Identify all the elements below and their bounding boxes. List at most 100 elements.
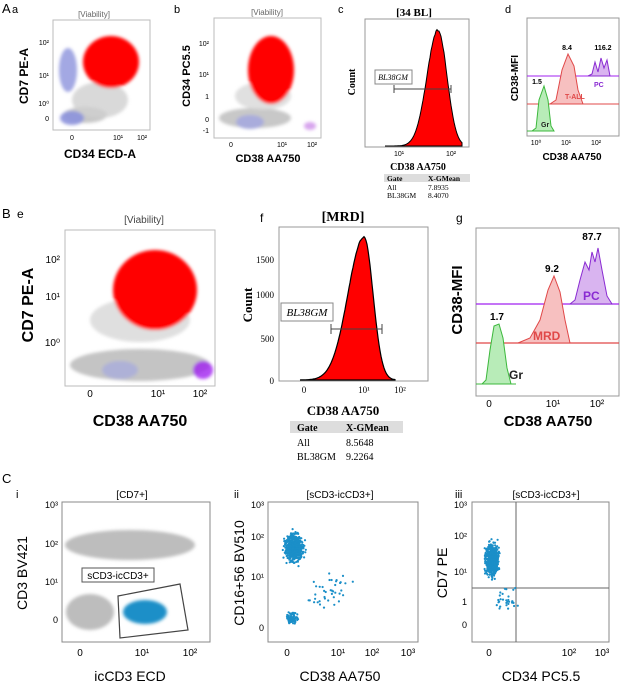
panel-iii-dot bbox=[489, 568, 492, 571]
panel-e-letter: e bbox=[17, 207, 24, 221]
panel-d-xlabel: CD38 AA750 bbox=[542, 152, 602, 163]
panel-ii-dot bbox=[290, 540, 293, 543]
panel-ii-dot bbox=[288, 540, 291, 543]
panel-i: i [CD7+] sCD3-icCD3+ 10³ 10² 10¹ 0 0 10¹… bbox=[14, 489, 211, 684]
panel-ii-dot bbox=[288, 561, 291, 564]
panel-ii-dot bbox=[292, 561, 295, 565]
panel-i-gate-polygon bbox=[117, 583, 189, 639]
panel-c-gate-box bbox=[374, 69, 413, 85]
panel-iii-dot bbox=[493, 549, 496, 552]
panel-d-xtick-2: 10² bbox=[591, 140, 602, 147]
panel-iii-dot bbox=[490, 573, 493, 576]
panel-ii-dot bbox=[301, 541, 304, 544]
panel-f-gate-box bbox=[280, 302, 334, 322]
panel-e-title: [Viability] bbox=[124, 215, 164, 226]
panel-ii-dot bbox=[296, 613, 299, 616]
panel-a-xtick-0: 0 bbox=[70, 135, 74, 142]
panel-iii-dot bbox=[488, 556, 491, 559]
panel-c-stats-header-bg bbox=[384, 174, 470, 182]
panel-iii-dot bbox=[498, 594, 501, 597]
panel-i-ylabel: CD3 BV421 bbox=[14, 536, 30, 610]
panel-iii-dot bbox=[498, 552, 501, 555]
panel-iii-dot bbox=[498, 607, 501, 610]
panel-ii-dot bbox=[292, 622, 295, 625]
panel-iii-dot bbox=[495, 556, 498, 560]
panel-iii-dot bbox=[488, 573, 491, 576]
panel-iii-dot bbox=[492, 558, 495, 561]
panel-iii-dot bbox=[490, 578, 494, 581]
panel-iii: iii [sCD3-icCD3+] 10³ 10² 10¹ 1 0 0 10² … bbox=[434, 489, 610, 684]
panel-ii-dot bbox=[314, 597, 317, 600]
panel-c: c [34 BL] BL38GM 10¹ 10² CD38 AA750 Coun… bbox=[338, 4, 470, 200]
panel-ii-dot bbox=[308, 599, 311, 602]
panel-iii-dot bbox=[492, 574, 496, 577]
panel-f-ylabel: Count bbox=[240, 287, 255, 322]
panel-iii-dot bbox=[496, 559, 499, 562]
panel-c-stats-r1c1: 8.4070 bbox=[428, 191, 449, 200]
panel-iii-dot bbox=[491, 546, 494, 549]
panel-ii-dot bbox=[304, 551, 307, 554]
panel-iii-dot bbox=[507, 595, 510, 598]
panel-iii-dot bbox=[483, 547, 486, 550]
panel-iii-dot bbox=[498, 600, 501, 603]
panel-ii-dot bbox=[286, 617, 289, 620]
panel-ii-dot bbox=[296, 554, 299, 557]
panel-b-xtick-1: 10¹ bbox=[277, 142, 288, 149]
panel-d-xtick-1: 10¹ bbox=[561, 140, 572, 147]
panel-ii-dot bbox=[344, 582, 347, 585]
panel-d-gr-histogram bbox=[527, 84, 555, 132]
panel-a-letter: a bbox=[12, 4, 19, 16]
panel-ii-dot bbox=[341, 574, 345, 578]
panel-ii-dot bbox=[289, 537, 293, 540]
panel-e-purple-cluster bbox=[193, 361, 213, 379]
panel-ii-dot bbox=[291, 547, 295, 550]
panel-e-ytick-1: 10¹ bbox=[46, 292, 61, 303]
panel-f-stats-r0c0: All bbox=[297, 438, 310, 449]
panel-ii-dot bbox=[281, 548, 284, 552]
panel-iii-xlabel: CD34 PC5.5 bbox=[502, 668, 581, 684]
panel-b-ytick-3: 0 bbox=[205, 117, 209, 124]
panel-f-xtick-1: 10¹ bbox=[358, 385, 370, 395]
panel-iii-dot bbox=[484, 556, 487, 559]
panel-ii-dot bbox=[316, 601, 319, 604]
panel-iii-dot bbox=[496, 551, 499, 555]
panel-ii-dot bbox=[332, 590, 335, 593]
panel-iii-ytick-0: 10³ bbox=[454, 500, 467, 510]
panel-iii-ytick-3: 1 bbox=[462, 597, 467, 607]
panel-iii-dot bbox=[493, 563, 496, 566]
panel-e-ytick-2: 10⁰ bbox=[45, 338, 60, 349]
panel-a-ytick-2: 10⁰ bbox=[38, 100, 49, 108]
panel-iii-dot bbox=[511, 600, 514, 603]
panel-b-blue-cluster bbox=[236, 115, 264, 129]
panel-i-xtick-0: 0 bbox=[77, 648, 83, 659]
panel-i-icd3-pos-cluster bbox=[123, 600, 167, 624]
panel-b-xtick-0: 0 bbox=[229, 142, 233, 149]
panel-ii-dot bbox=[340, 589, 343, 592]
panel-e-xtick-0: 0 bbox=[87, 389, 93, 400]
section-label-b: B bbox=[2, 206, 11, 221]
panel-g: g 1.7 9.2 87.7 Gr MRD PC 0 10¹ 10² CD38 … bbox=[449, 211, 620, 430]
panel-iii-dot bbox=[499, 598, 502, 601]
panel-iii-dot bbox=[485, 564, 488, 567]
panel-iii-dot bbox=[484, 569, 487, 572]
panel-c-stats-r0c1: 7.8935 bbox=[428, 183, 449, 192]
panel-ii-dot bbox=[288, 556, 292, 559]
panel-g-xtick-0: 0 bbox=[486, 399, 492, 410]
panel-ii-dot bbox=[292, 555, 295, 559]
panel-ii-dot bbox=[286, 613, 289, 617]
panel-ii-dot bbox=[339, 581, 342, 584]
panel-c-xtick-0: 10¹ bbox=[394, 151, 405, 158]
panel-iii-dot bbox=[487, 566, 490, 570]
panel-iii-dot bbox=[495, 567, 498, 570]
panel-c-stats-r1c0: BL38GM bbox=[387, 191, 417, 200]
panel-ii-dot bbox=[342, 594, 345, 597]
panel-iii-dot bbox=[487, 552, 490, 555]
panel-ii-dot bbox=[289, 532, 293, 535]
panel-ii-dot bbox=[295, 547, 298, 550]
panel-a: a [Viability] 10² 10¹ 10⁰ 0 0 10¹ 10² CD… bbox=[12, 4, 151, 161]
panel-iii-dot bbox=[496, 538, 499, 541]
panel-g-mrd-mfi: 9.2 bbox=[545, 264, 559, 275]
panel-ii-dot bbox=[298, 543, 301, 546]
panel-iii-dot bbox=[490, 551, 493, 554]
